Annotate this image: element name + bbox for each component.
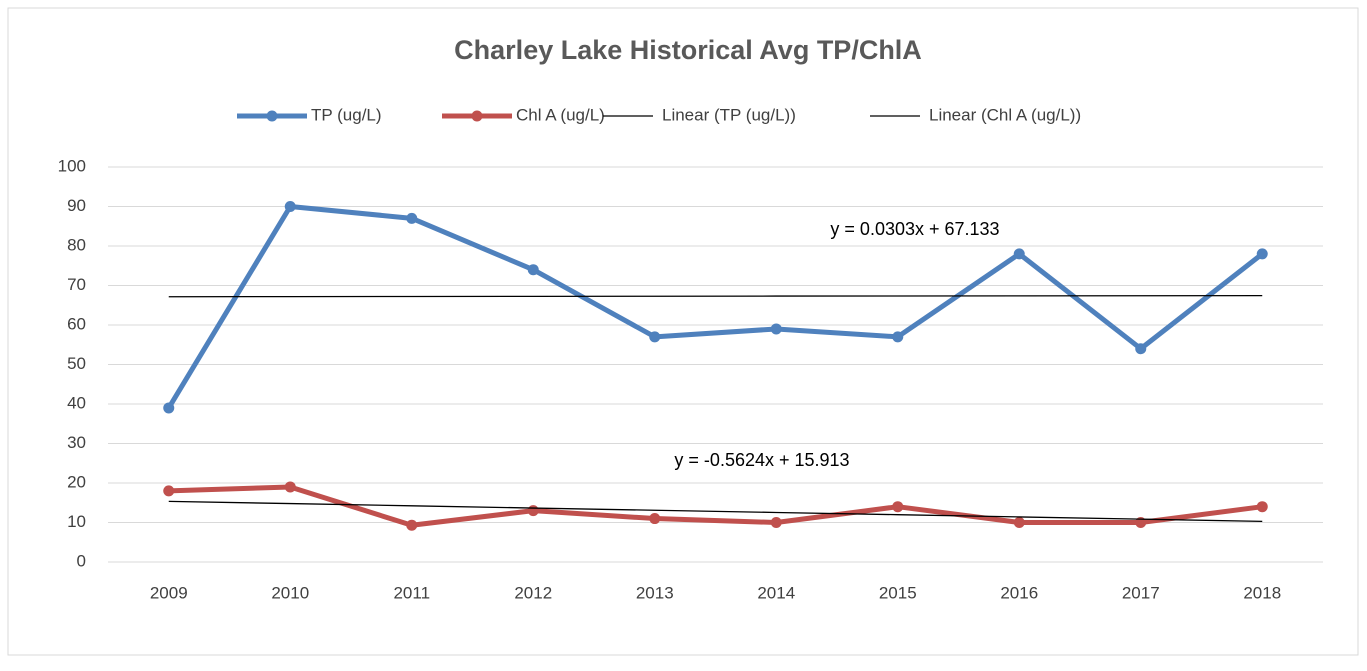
point <box>284 481 296 493</box>
point <box>1013 248 1025 260</box>
point <box>770 517 782 528</box>
y-tick-label: 70 <box>67 275 86 294</box>
trend-line <box>168 294 1263 298</box>
point <box>284 201 296 212</box>
point <box>770 323 782 335</box>
point <box>1013 517 1025 528</box>
x-tick-label: 2009 <box>150 583 188 602</box>
point <box>649 513 661 525</box>
x-tick-label: 2014 <box>757 583 795 602</box>
y-tick-label: 80 <box>67 235 86 254</box>
x-tick-label: 2015 <box>879 583 917 602</box>
x-tick-label: 2016 <box>1000 583 1038 602</box>
point <box>1256 248 1268 260</box>
y-tick-label: 10 <box>67 512 86 531</box>
series-line <box>168 484 1263 528</box>
x-tick-label: 2013 <box>636 583 674 602</box>
trend-equation: y = -0.5624x + 15.913 <box>674 450 849 470</box>
y-tick-label: 0 <box>77 551 86 570</box>
x-tick-label: 2018 <box>1243 583 1281 602</box>
x-tick-label: 2017 <box>1122 583 1160 602</box>
chart-border <box>7 7 1359 656</box>
y-tick-label: 30 <box>67 433 86 452</box>
point <box>406 519 418 531</box>
point <box>163 402 175 414</box>
point <box>527 505 539 517</box>
point <box>892 501 904 513</box>
y-tick-label: 100 <box>58 156 86 175</box>
x-tick-label: 2011 <box>393 583 430 602</box>
y-tick-label: 60 <box>67 314 86 333</box>
point <box>163 485 175 497</box>
trend-line <box>168 500 1263 523</box>
point <box>406 212 418 224</box>
legend-label: TP (ug/L) <box>311 105 382 124</box>
trend-equation: y = 0.0303x + 67.133 <box>830 219 999 239</box>
y-tick-label: 20 <box>67 472 86 491</box>
point <box>649 331 661 343</box>
y-tick-label: 90 <box>67 196 86 215</box>
legend-marker <box>471 110 483 122</box>
point <box>527 264 539 276</box>
series-line <box>166 204 1264 410</box>
legend-label: Chl A (ug/L) <box>516 105 605 124</box>
point <box>892 331 904 343</box>
chart-title: Charley Lake Historical Avg TP/ChlA <box>454 35 922 65</box>
point <box>1135 343 1147 355</box>
y-tick-label: 50 <box>67 354 86 373</box>
legend-label: Linear (TP (ug/L)) <box>662 105 796 124</box>
y-tick-label: 40 <box>67 393 86 412</box>
legend-label: Linear (Chl A (ug/L)) <box>929 105 1081 124</box>
legend-marker <box>266 110 278 122</box>
x-tick-label: 2012 <box>514 583 552 602</box>
point <box>1256 501 1268 513</box>
x-tick-label: 2010 <box>271 583 309 602</box>
